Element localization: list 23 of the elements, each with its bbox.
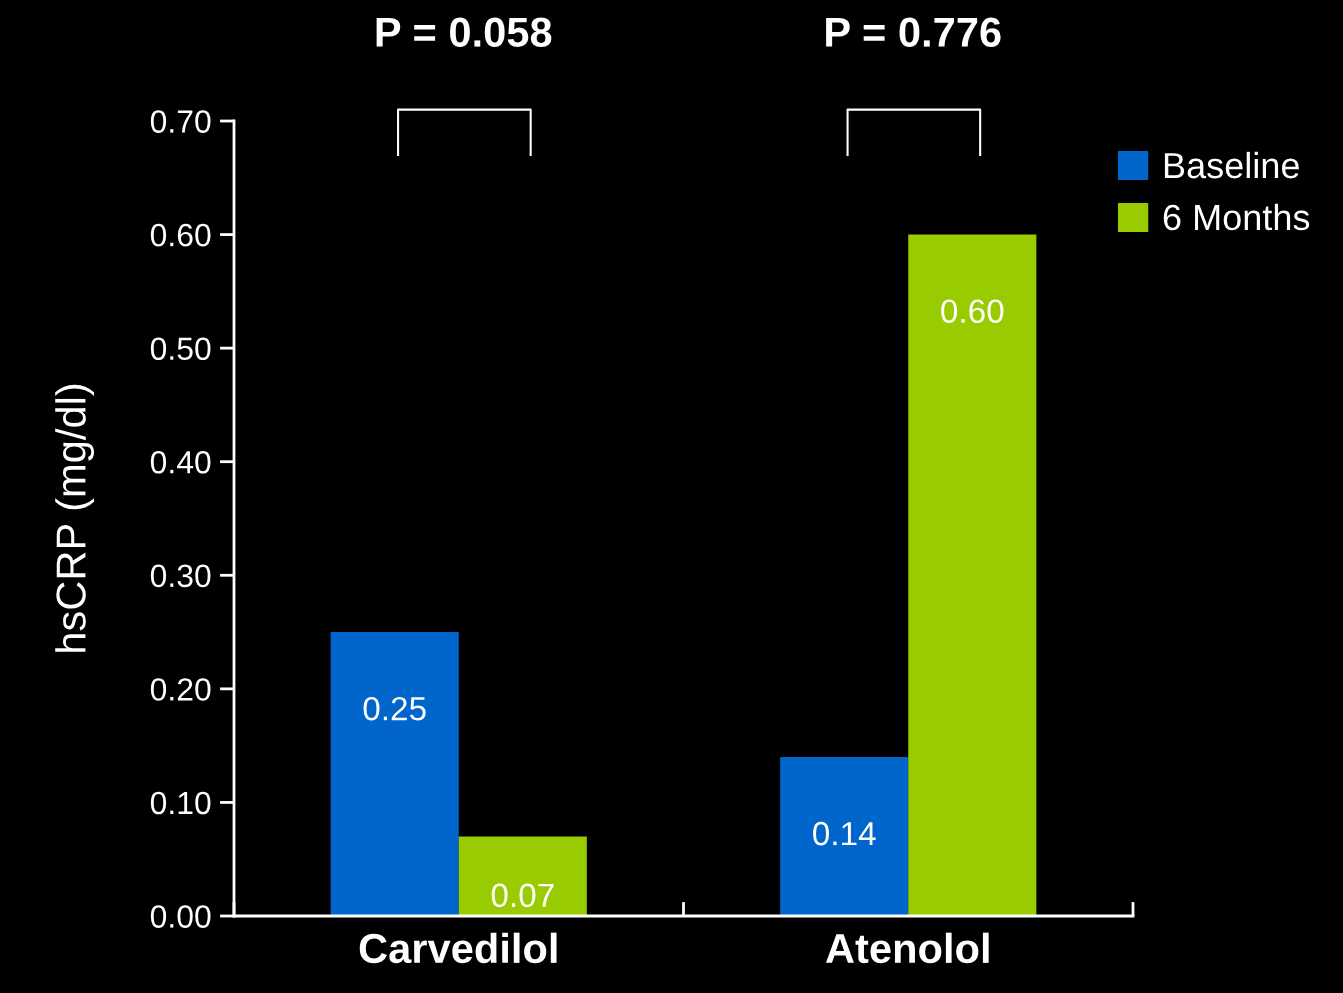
y-tick-label: 0.50 — [150, 337, 211, 361]
bar — [458, 836, 587, 916]
y-tick-label: 0.30 — [150, 564, 211, 588]
y-tick-label: 0.10 — [150, 791, 211, 815]
text: 0.60 — [941, 299, 1004, 324]
legend-label: Baseline — [1164, 151, 1299, 179]
bar — [330, 632, 459, 916]
legend-label: 6 Months — [1163, 203, 1310, 231]
text: 0.14 — [813, 821, 876, 846]
y-tick-label: 0.70 — [150, 110, 211, 133]
y-tick-label: 0.40 — [150, 450, 211, 474]
text: 0.07 — [491, 883, 554, 908]
y-tick-label: 0.20 — [150, 678, 211, 701]
bar — [780, 757, 909, 916]
text: P = 0.776 — [826, 17, 1001, 48]
text: 0.25 — [363, 696, 426, 721]
y-tick-label: 0.00 — [150, 905, 211, 928]
bar — [908, 234, 1037, 916]
x-tick-label: Carvedilol — [359, 932, 557, 964]
x-tick-label: Atenolol — [825, 932, 989, 964]
y-tick-label: 0.60 — [150, 223, 211, 247]
text: P = 0.058 — [376, 17, 552, 48]
y-axis-title: hsCRP (mg/dl) — [55, 384, 95, 652]
